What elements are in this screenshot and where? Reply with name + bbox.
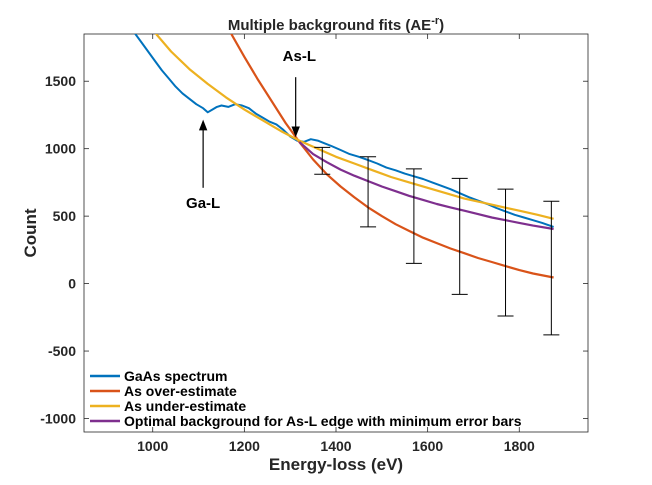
x-tick-label: 1200 xyxy=(229,438,260,454)
annotation-label-1: Ga-L xyxy=(186,195,220,212)
chart-title-suffix: ) xyxy=(439,17,444,34)
series-line-1 xyxy=(230,34,554,279)
plot-area xyxy=(83,33,589,433)
y-tick-label: -500 xyxy=(48,343,76,359)
y-tick-label: 1500 xyxy=(45,73,76,89)
annotation-label-0: As-L xyxy=(283,48,316,65)
y-tick-label: -1000 xyxy=(40,411,76,427)
x-tick-label: 1800 xyxy=(504,438,535,454)
y-tick-label: 1000 xyxy=(45,141,76,157)
y-tick-label: 0 xyxy=(68,276,76,292)
x-tick-label: 1400 xyxy=(320,438,351,454)
x-axis-label: Energy-loss (eV) xyxy=(269,455,403,474)
chart-title: Multiple background fits (AE-r) xyxy=(228,15,444,34)
legend-item-2: As under-estimate xyxy=(124,398,246,414)
series-line-0 xyxy=(134,34,554,228)
x-tick-label: 1600 xyxy=(412,438,443,454)
y-tick-label: 500 xyxy=(53,208,77,224)
chart-title-superscript: -r xyxy=(431,15,440,27)
y-axis-label: Count xyxy=(21,208,40,257)
chart-title-main: Multiple background fits (AE xyxy=(228,17,431,34)
legend-item-3: Optimal background for As-L edge with mi… xyxy=(124,413,522,429)
x-tick-label: 1000 xyxy=(137,438,168,454)
legend-item-0: GaAs spectrum xyxy=(124,368,227,384)
series-line-2 xyxy=(154,34,554,220)
legend-item-1: As over-estimate xyxy=(124,383,237,399)
